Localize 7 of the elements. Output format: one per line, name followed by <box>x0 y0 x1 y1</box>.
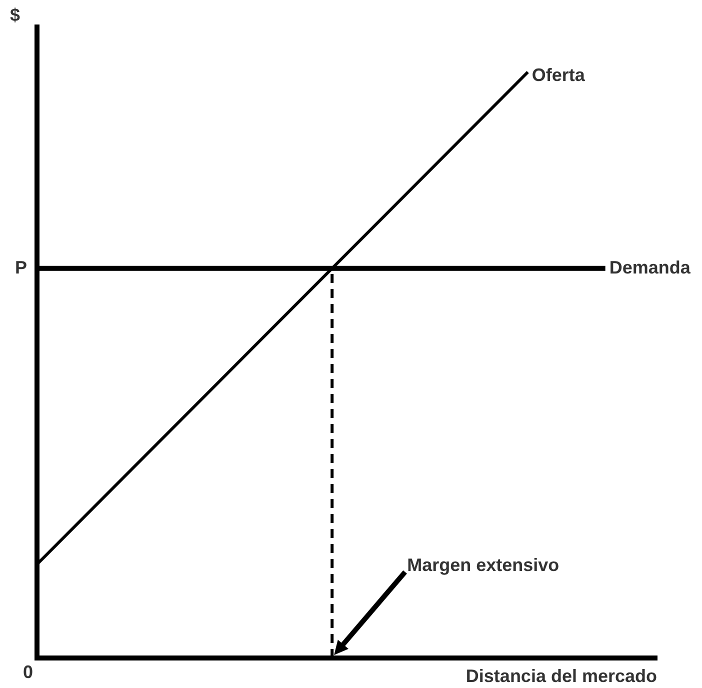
text: 0 <box>22 662 33 682</box>
text: P <box>14 257 27 278</box>
x-axis-title: Distancia del mercado <box>466 666 657 686</box>
y-axis-title: $ <box>10 4 20 25</box>
annotation: Margen extensivo <box>407 554 560 575</box>
series-label: Demanda <box>609 257 692 278</box>
series-label: Oferta <box>532 65 586 86</box>
